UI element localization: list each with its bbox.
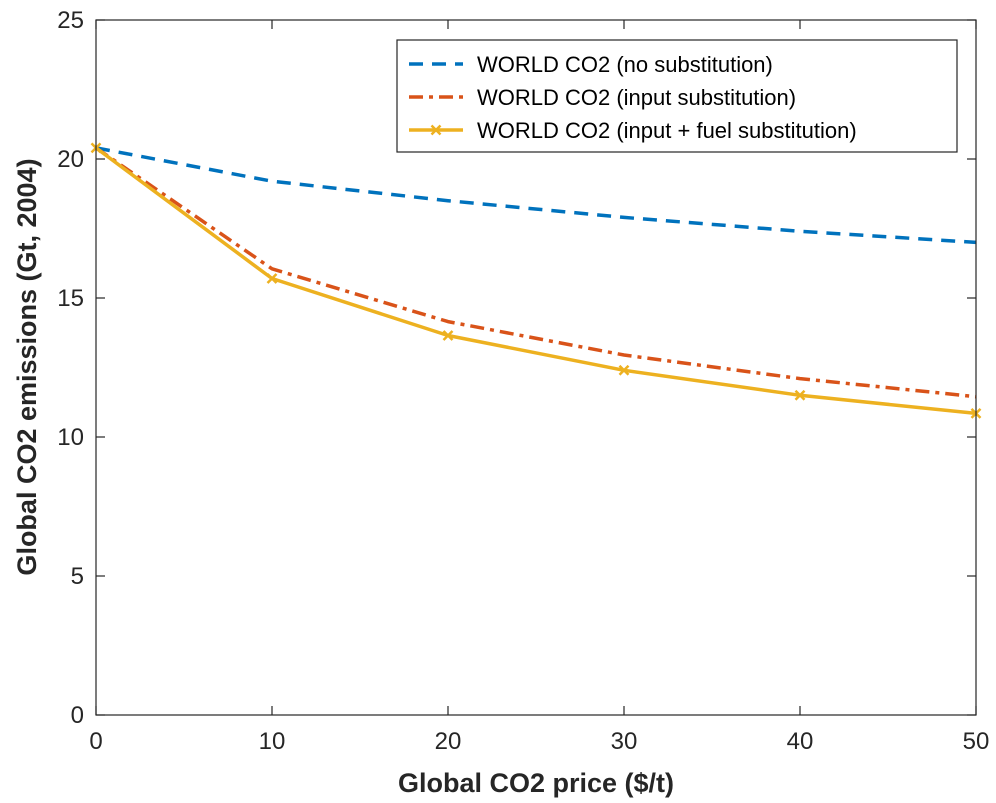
y-tick-label: 5 xyxy=(71,563,84,590)
x-tick-label: 30 xyxy=(611,728,638,755)
series-2 xyxy=(95,146,977,399)
x-tick-label: 20 xyxy=(435,728,462,755)
y-axis-label: Global CO2 emissions (Gt, 2004) xyxy=(12,158,42,575)
data-point xyxy=(266,273,278,284)
series-3-line xyxy=(94,146,977,416)
x-tick-label: 50 xyxy=(963,728,990,755)
x-axis-label: Global CO2 price ($/t) xyxy=(398,768,674,798)
legend-label: WORLD CO2 (input + fuel substitution) xyxy=(477,118,857,143)
legend-label: WORLD CO2 (input substitution) xyxy=(477,85,796,110)
legend-item-3: WORLD CO2 (input + fuel substitution) xyxy=(409,118,857,143)
series-2-line xyxy=(95,146,977,399)
series-3 xyxy=(90,142,982,419)
legend: WORLD CO2 (no substitution) WORLD CO2 (in… xyxy=(396,39,958,153)
data-point xyxy=(618,364,630,376)
x-tick-label: 10 xyxy=(259,728,286,755)
y-tick-label: 20 xyxy=(57,146,84,173)
legend-label: WORLD CO2 (no substitution) xyxy=(477,52,773,77)
axes-box xyxy=(95,19,977,716)
data-point xyxy=(442,330,454,341)
legend-item-2: WORLD CO2 (input substitution) xyxy=(409,85,796,110)
axes xyxy=(95,19,977,716)
x-tick-label: 40 xyxy=(787,728,814,755)
y-tick-label: 0 xyxy=(71,702,84,729)
series-1 xyxy=(95,146,977,245)
legend-marker xyxy=(430,124,442,136)
series-1-line xyxy=(95,146,977,245)
data-point xyxy=(794,389,806,401)
y-tick-label: 15 xyxy=(57,285,84,312)
legend-item-1: WORLD CO2 (no substitution) xyxy=(409,52,773,77)
series-layer xyxy=(90,142,982,419)
x-tick-label: 0 xyxy=(89,728,102,755)
y-tick-label: 10 xyxy=(57,424,84,451)
ticks: 0 10 20 30 40 50 0 5 10 15 20 25 xyxy=(57,7,989,755)
y-tick-label: 25 xyxy=(57,7,84,34)
legend-box xyxy=(396,39,958,153)
